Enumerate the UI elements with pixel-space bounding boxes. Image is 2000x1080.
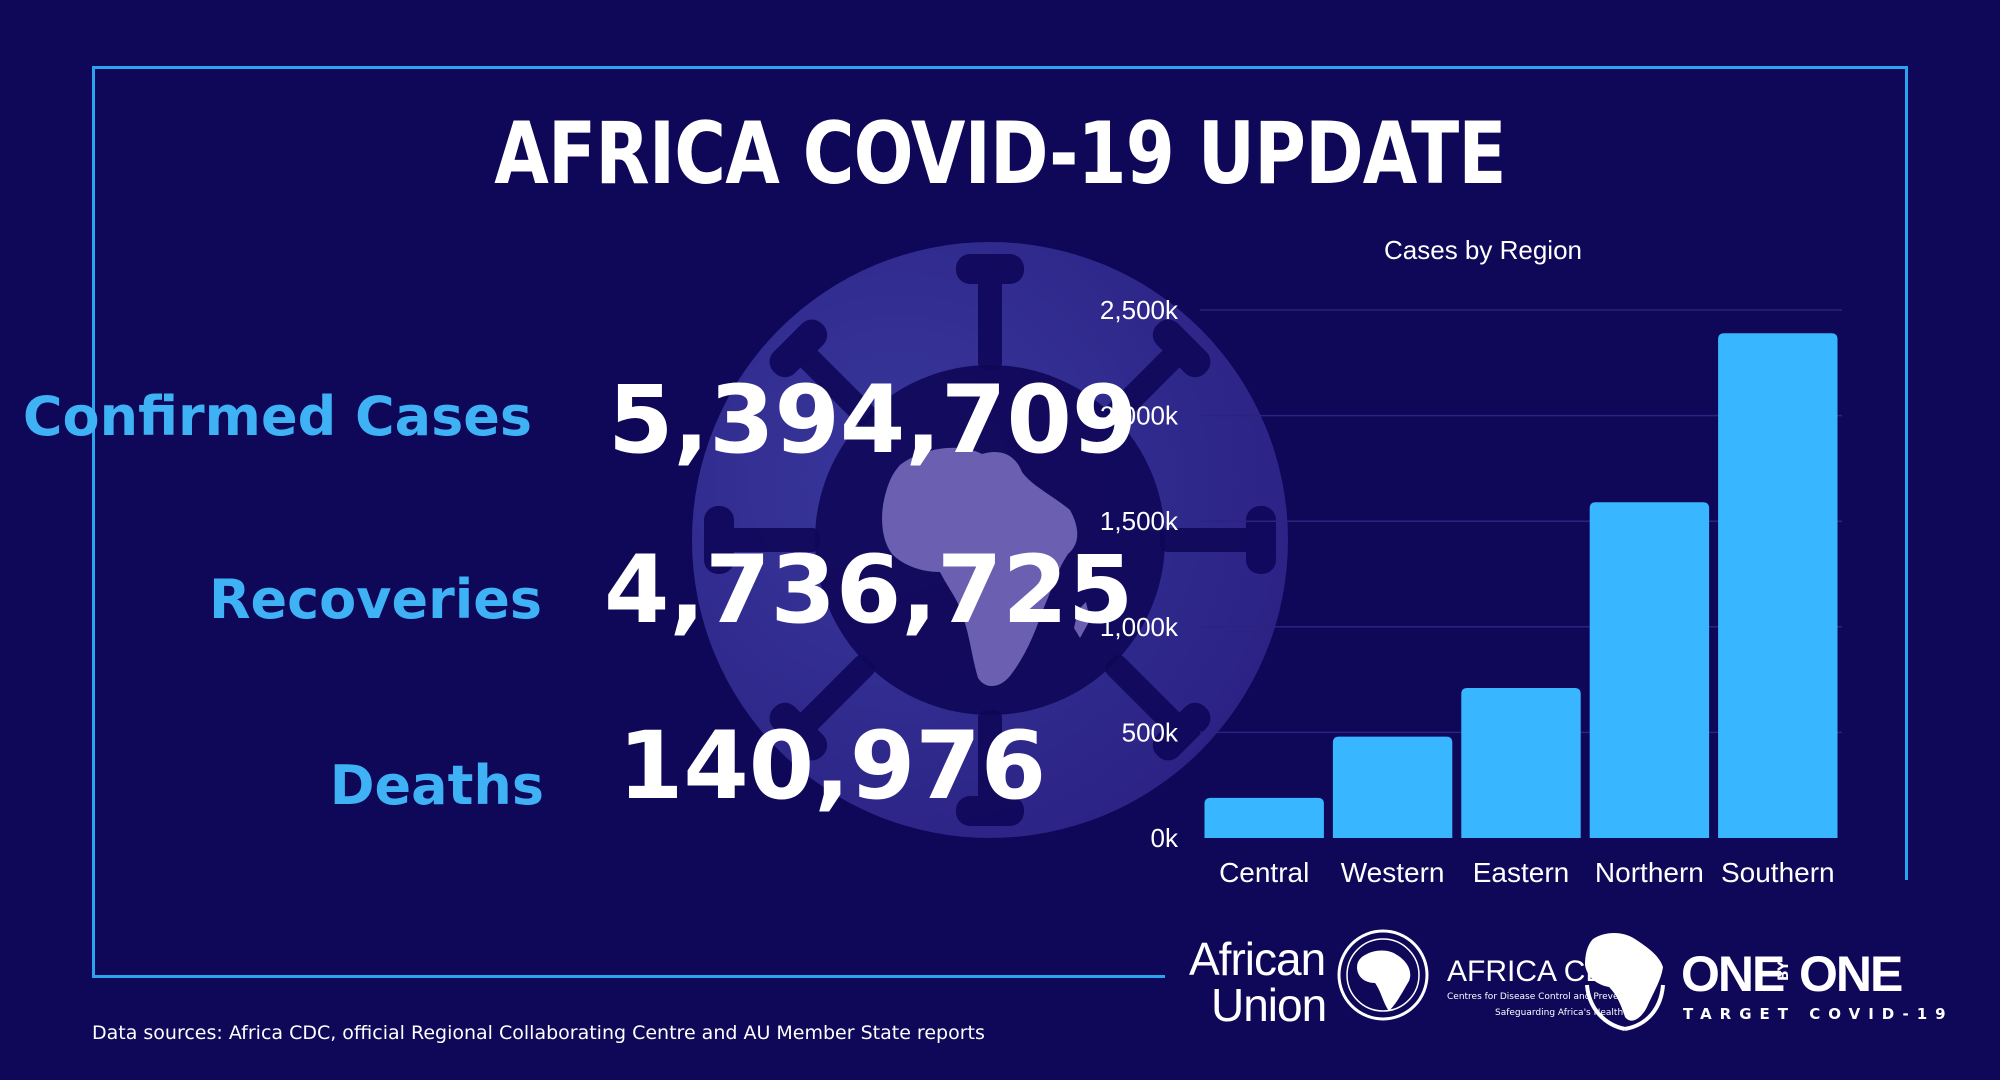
one-by-one-logo-by: BY [1776,960,1792,981]
y-tick-label: 2,000k [1100,401,1179,431]
x-tick-label: Western [1341,857,1445,888]
africa-cdc-tagline: Safeguarding Africa's Health [1495,1008,1623,1018]
confirmed-cases-value: 5,394,709 [608,366,1138,475]
bar-southern [1718,333,1838,838]
african-union-logo-text-1: African [1189,933,1325,985]
frame-gap [1165,880,1925,990]
one-by-one-logo-right: ONE [1799,946,1902,1002]
virus-illustration [692,242,1288,838]
partner-logos: African Union AFRICA CDC Centres for Dis… [1189,929,1954,1031]
y-tick-label: 0k [1151,823,1179,853]
africa-cdc-subtitle: Centres for Disease Control and Preventi… [1447,992,1641,1002]
africa-map-icon [882,447,1078,687]
y-tick-label: 1,500k [1100,506,1179,536]
deaths-value: 140,976 [618,712,1047,821]
x-tick-label: Northern [1595,857,1704,888]
recoveries-value: 4,736,725 [604,536,1134,645]
chart-title: Cases by Region [1384,235,1582,265]
x-tick-label: Eastern [1473,857,1570,888]
cases-by-region-chart: Cases by Region 0k 500k 1,000k 1,500k 2,000k… [1100,235,1842,888]
bar-central [1204,797,1324,838]
bar-northern [1589,502,1710,838]
data-source-note: Data sources: Africa CDC, official Regio… [92,1022,985,1044]
confirmed-cases-label: Confirmed Cases [22,385,532,448]
page-title: AFRICA COVID-19 UPDATE [494,104,1506,204]
y-tick-label: 1,000k [1100,612,1179,642]
one-by-one-tagline: TARGET COVID-19 [1683,1005,1954,1023]
x-tick-label: Central [1219,857,1309,888]
recoveries-label: Recoveries [208,568,542,631]
y-tick-label: 2,500k [1100,295,1179,325]
chart-bars [1204,333,1838,838]
content-frame [92,66,1908,978]
bar-western [1332,736,1453,838]
one-by-one-logo-left: ONE [1681,946,1784,1002]
y-axis-ticks: 0k 500k 1,000k 1,500k 2,000k 2,500k [1100,295,1179,853]
africa-cdc-map-icon [1585,933,1663,1021]
x-tick-label: Southern [1721,857,1835,888]
deaths-label: Deaths [329,754,544,817]
x-axis-ticks: Central Western Eastern Northern Southern [1219,857,1835,888]
bar-eastern [1461,688,1581,838]
african-union-logo-text-2: Union [1211,979,1326,1031]
y-tick-label: 500k [1122,717,1179,747]
african-union-emblem-icon [1337,929,1429,1021]
